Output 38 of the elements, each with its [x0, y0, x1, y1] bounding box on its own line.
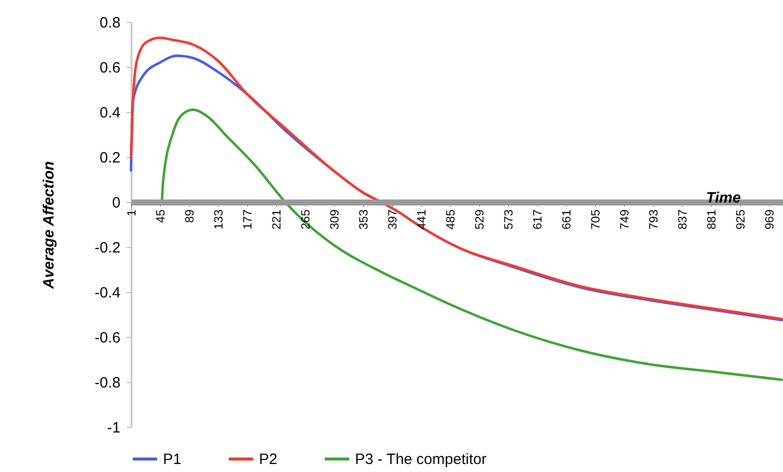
y-tick-label: 0.6 [100, 60, 120, 76]
x-tick-label: 177 [240, 209, 255, 230]
x-tick-label: 969 [762, 209, 777, 230]
x-tick-label: 529 [472, 209, 487, 230]
x-tick-label: 45 [154, 209, 168, 223]
legend-label: P1 [163, 451, 182, 468]
x-tick-label: 441 [414, 209, 429, 230]
y-axis-title: Average Affection [40, 161, 58, 290]
x-tick-label: 793 [646, 209, 661, 230]
x-axis-title: Time [706, 190, 741, 206]
y-tick-label: 0 [112, 194, 120, 212]
y-tick-label: -0.2 [94, 240, 120, 256]
x-tick-label: 749 [618, 209, 632, 230]
x-tick-label: 705 [588, 209, 603, 230]
y-tick-label: -1 [107, 420, 120, 436]
x-tick-label: 133 [212, 209, 226, 230]
x-tick-label: 837 [676, 209, 690, 230]
y-tick-label: 0.4 [100, 104, 120, 122]
x-tick-label: 265 [298, 209, 313, 230]
x-tick-label: 1 [124, 209, 138, 216]
x-tick-label: 221 [270, 209, 284, 230]
y-tick-label: 0.2 [100, 150, 120, 166]
x-tick-label: 309 [328, 209, 342, 230]
x-tick-label: 397 [386, 209, 400, 230]
x-tick-label: 573 [502, 209, 516, 230]
x-tick-label: 925 [734, 209, 748, 230]
x-tick-label: 881 [704, 209, 719, 230]
x-tick-label: 89 [182, 209, 197, 223]
x-tick-label: 661 [560, 209, 574, 230]
x-tick-label: 617 [530, 209, 545, 230]
legend-label: P2 [259, 451, 278, 468]
x-tick-label: 485 [444, 209, 458, 230]
legend-label: P3 - The competitor [355, 451, 486, 468]
y-tick-label: 0.8 [100, 14, 120, 32]
y-tick-label: -0.8 [94, 374, 120, 392]
x-tick-label: 353 [356, 209, 371, 230]
y-tick-label: -0.4 [94, 284, 120, 302]
y-tick-label: -0.6 [94, 330, 120, 346]
